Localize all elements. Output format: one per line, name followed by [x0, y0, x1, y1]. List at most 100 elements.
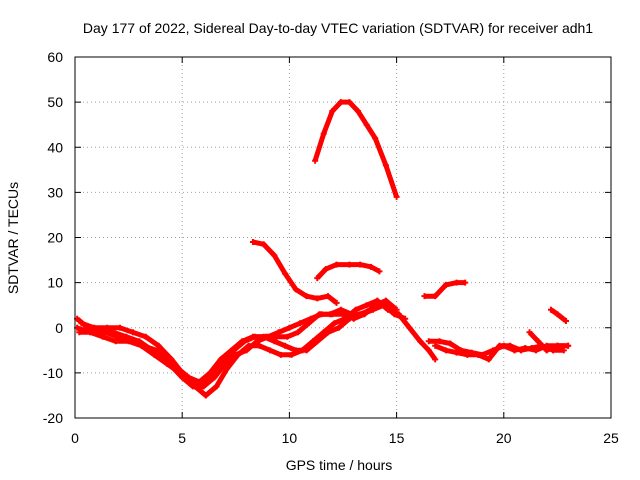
data-point	[249, 239, 256, 246]
data-point	[202, 392, 209, 399]
series-line	[80, 298, 438, 398]
data-point	[292, 286, 299, 293]
data-point	[155, 342, 162, 349]
data-point	[217, 356, 224, 363]
data-point	[243, 347, 250, 354]
series-s3	[78, 297, 439, 399]
y-tick-label: 20	[47, 230, 63, 246]
data-point	[565, 342, 572, 349]
x-tick-label: 25	[603, 430, 619, 446]
data-point	[189, 383, 196, 390]
data-point	[517, 347, 524, 354]
data-point	[333, 299, 340, 306]
data-point	[337, 99, 344, 106]
data-point	[112, 338, 119, 345]
data-point	[254, 338, 261, 345]
data-point	[127, 338, 134, 345]
data-point	[320, 130, 327, 137]
data-point	[213, 383, 220, 390]
data-point	[252, 333, 259, 340]
x-tick-label: 15	[389, 430, 405, 446]
data-point	[320, 329, 327, 336]
x-axis-label: GPS time / hours	[286, 457, 393, 473]
data-point	[314, 275, 321, 282]
data-point	[200, 383, 207, 390]
data-point	[528, 345, 535, 352]
data-point	[211, 374, 218, 381]
data-point	[76, 329, 83, 336]
data-point	[260, 241, 267, 248]
data-point	[224, 365, 231, 372]
data-point	[367, 263, 374, 270]
data-point	[554, 342, 561, 349]
data-point	[526, 329, 533, 336]
data-point	[547, 306, 554, 313]
data-point	[382, 297, 389, 304]
data-point	[142, 333, 149, 340]
series-s11	[526, 329, 572, 354]
data-point	[346, 99, 353, 106]
data-point	[329, 311, 336, 318]
data-point	[207, 369, 214, 376]
data-point	[432, 356, 439, 363]
series-s4	[76, 297, 400, 390]
data-point	[425, 347, 432, 354]
data-point	[372, 302, 379, 309]
data-point	[535, 338, 542, 345]
data-point	[153, 347, 160, 354]
data-point	[140, 342, 147, 349]
data-point	[117, 324, 124, 331]
data-point	[89, 329, 96, 336]
data-point	[286, 324, 293, 331]
data-point	[288, 351, 295, 358]
data-point	[331, 320, 338, 327]
data-point	[507, 342, 514, 349]
data-point	[340, 311, 346, 318]
data-point	[554, 311, 561, 318]
data-point	[299, 347, 306, 354]
data-point	[543, 347, 550, 354]
data-point	[309, 338, 316, 345]
data-point	[372, 135, 379, 142]
y-tick-label: 0	[55, 320, 63, 336]
data-point	[271, 252, 278, 259]
y-tick-label: -10	[43, 365, 63, 381]
data-point	[350, 315, 357, 322]
data-point	[562, 317, 569, 324]
data-point	[256, 342, 263, 349]
data-point	[297, 320, 304, 327]
data-point	[114, 333, 121, 340]
data-point	[406, 324, 413, 331]
data-point	[241, 338, 248, 345]
data-point	[363, 121, 370, 128]
data-point	[324, 293, 331, 300]
data-point	[560, 347, 567, 354]
data-point	[421, 293, 428, 300]
x-tick-label: 10	[282, 430, 298, 446]
data-point	[179, 374, 186, 381]
series-s12	[547, 306, 569, 324]
data-point	[284, 333, 291, 340]
data-point	[352, 306, 359, 313]
data-point	[361, 311, 368, 318]
data-point	[294, 329, 301, 336]
data-point	[475, 351, 482, 358]
series-line	[312, 99, 399, 198]
y-axis-label: SDTVAR / TECUs	[5, 182, 21, 294]
data-point	[425, 338, 432, 345]
data-point	[436, 338, 443, 345]
data-point	[222, 360, 229, 367]
data-point	[312, 157, 319, 164]
data-point	[447, 340, 454, 347]
data-point	[322, 266, 329, 273]
data-point	[318, 311, 325, 318]
data-point	[376, 268, 383, 275]
data-point	[102, 329, 109, 336]
data-point	[282, 342, 289, 349]
data-point	[432, 342, 439, 349]
series-s5	[249, 239, 340, 306]
data-point	[230, 347, 237, 354]
series-line	[549, 307, 568, 323]
data-point	[485, 356, 492, 363]
